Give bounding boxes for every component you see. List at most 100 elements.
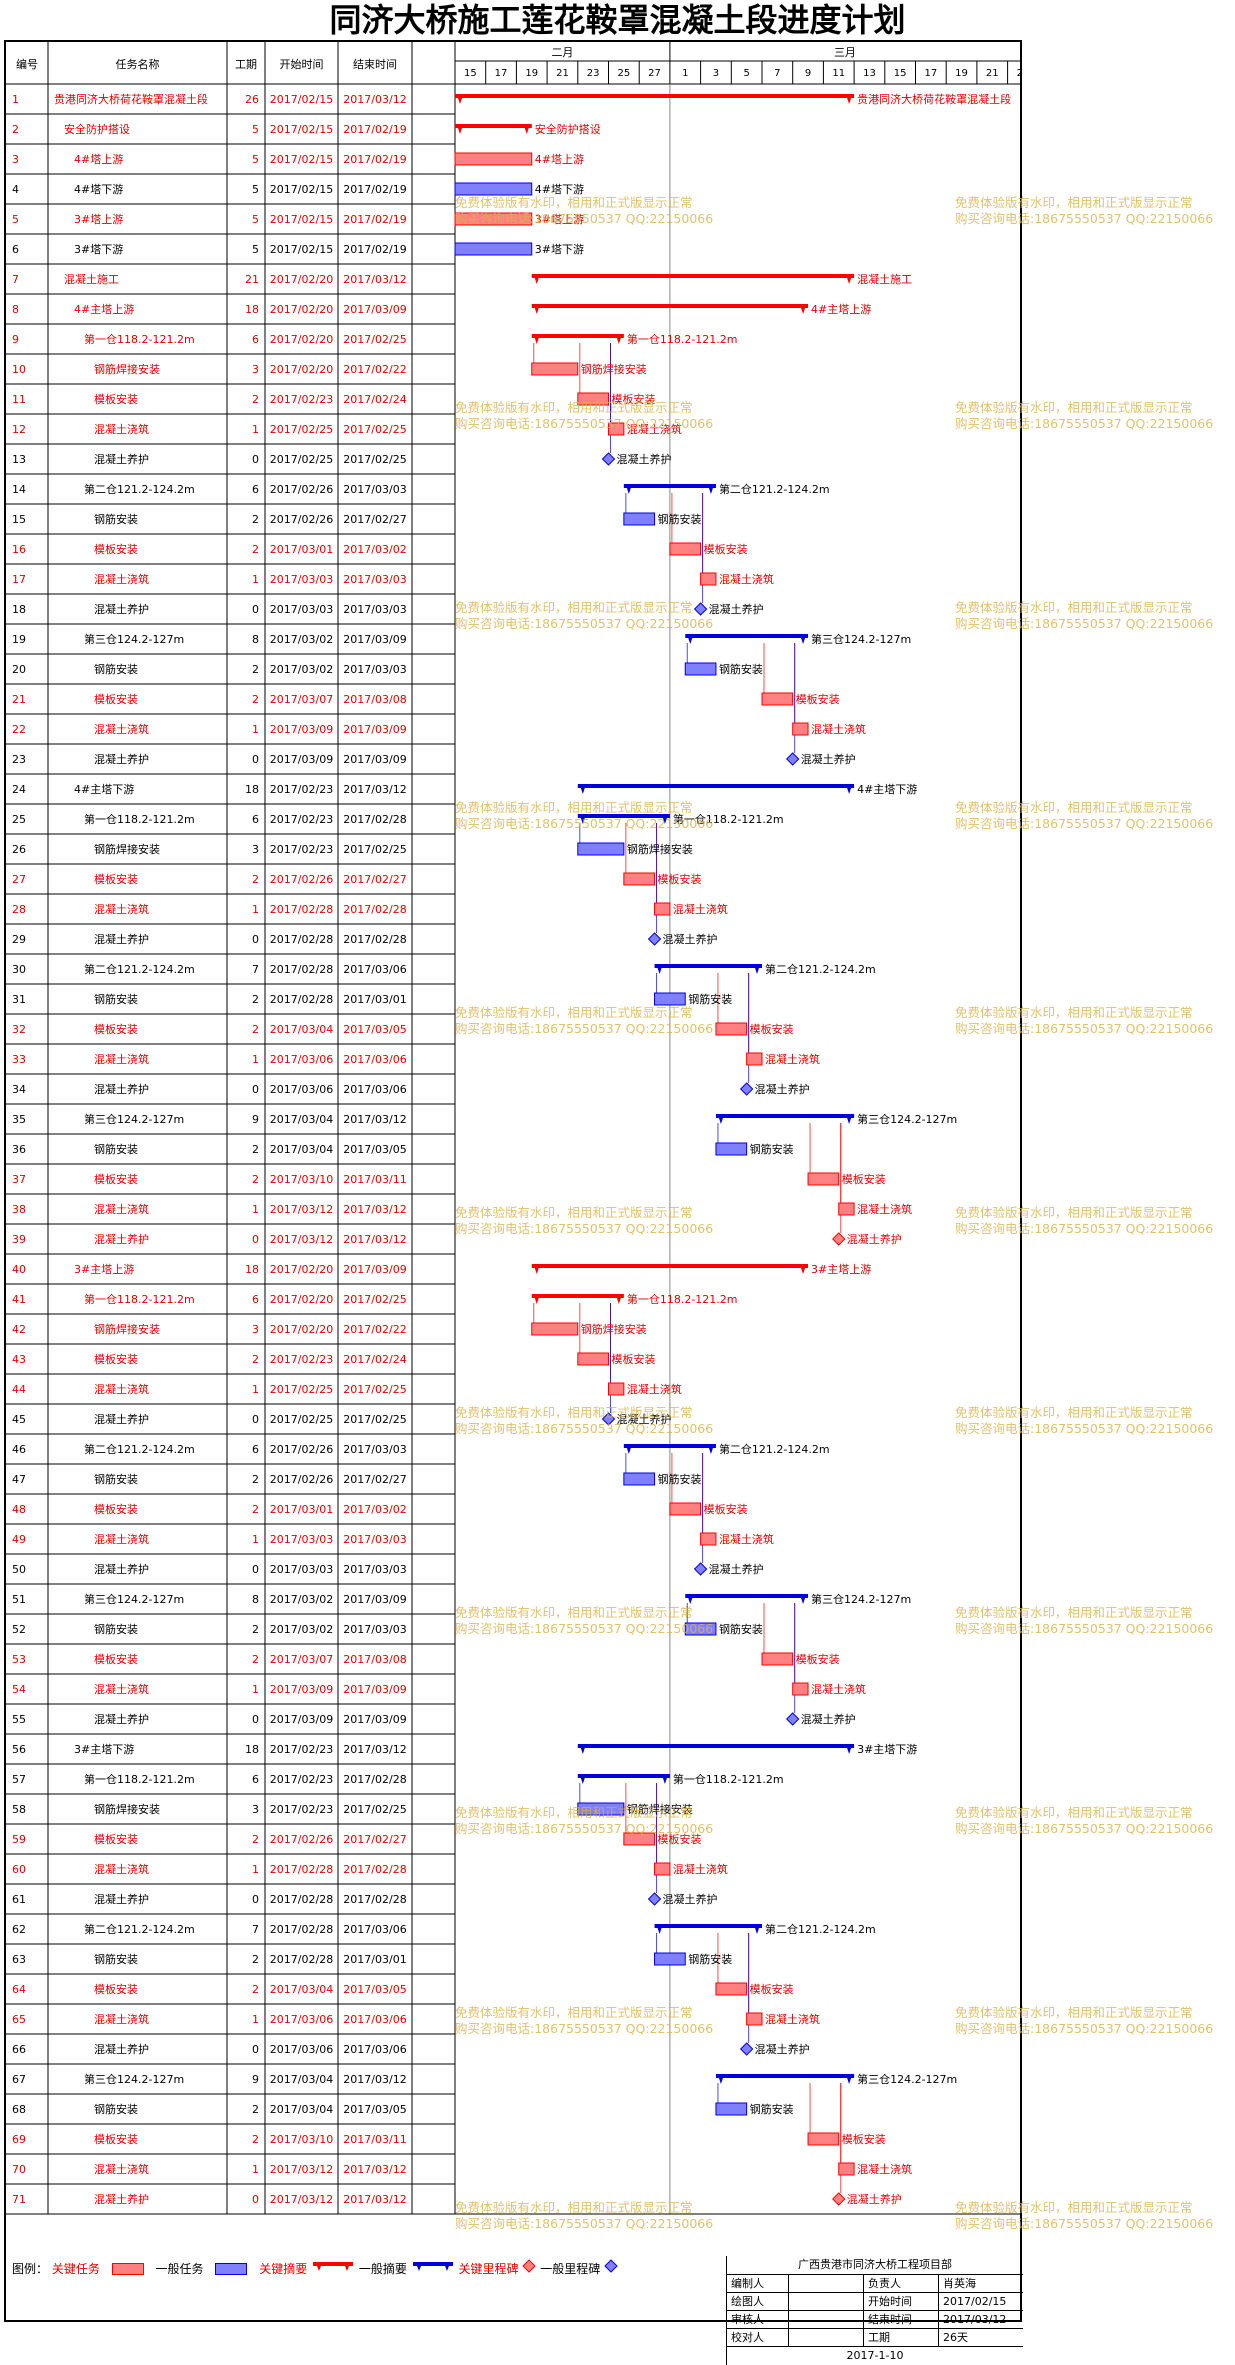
- info-label: 负责人: [864, 2275, 939, 2292]
- task-end: 2017/03/03: [343, 1533, 406, 1546]
- task-end: 2017/03/01: [343, 1953, 406, 1966]
- task-bar: [746, 1052, 763, 1066]
- task-name: 模板安装: [94, 692, 138, 706]
- task-name: 4#塔下游: [74, 183, 123, 196]
- summary-bar: [715, 2074, 855, 2084]
- task-name: 模板安装: [94, 1352, 138, 1366]
- task-name: 混凝土养护: [94, 602, 149, 616]
- task-end: 2017/03/03: [343, 663, 406, 676]
- task-id: 45: [12, 1413, 26, 1426]
- task-start: 2017/02/20: [270, 1323, 333, 1336]
- task-end: 2017/03/03: [343, 603, 406, 616]
- summary-bar: [715, 1114, 855, 1124]
- info-value: [789, 2311, 864, 2328]
- legend: 图例： 关键任务 一般任务 关键摘要 一般摘要 关键里程碑 一般里程碑: [12, 2257, 618, 2279]
- task-end: 2017/03/12: [343, 783, 406, 796]
- task-bar: [700, 1532, 717, 1546]
- task-id: 4: [12, 183, 19, 196]
- bar-label: 混凝土浇筑: [719, 572, 774, 586]
- task-duration: 6: [252, 813, 259, 826]
- task-bar: [577, 1352, 609, 1366]
- task-bar: [577, 842, 625, 856]
- task-bar: [746, 2012, 763, 2026]
- task-id: 35: [12, 1113, 26, 1126]
- task-name: 第二仓121.2-124.2m: [84, 962, 195, 976]
- task-start: 2017/02/23: [270, 843, 333, 856]
- task-name: 第二仓121.2-124.2m: [84, 482, 195, 496]
- task-end: 2017/03/09: [343, 303, 406, 316]
- task-start: 2017/02/26: [270, 873, 333, 886]
- task-id: 24: [12, 783, 26, 796]
- task-start: 2017/03/09: [270, 723, 333, 736]
- task-duration: 6: [252, 1443, 259, 1456]
- task-duration: 0: [252, 2193, 259, 2206]
- task-duration: 1: [252, 1053, 259, 1066]
- milestone-diamond: [647, 932, 662, 946]
- task-name: 钢筋焊接安装: [94, 842, 160, 856]
- task-duration: 2: [252, 393, 259, 406]
- task-duration: 1: [252, 1683, 259, 1696]
- gantt-frame: 编号 任务名称 工期 开始时间 结束时间 二月 三月 15 17 19 21 23 25 27 1 3 5 7 9 1…: [4, 40, 1023, 2365]
- task-duration: 2: [252, 993, 259, 1006]
- task-start: 2017/02/20: [270, 1263, 333, 1276]
- task-start: 2017/02/28: [270, 1863, 333, 1876]
- task-end: 2017/03/03: [343, 1443, 406, 1456]
- task-start: 2017/03/04: [270, 2073, 333, 2086]
- task-name: 贵港同济大桥荷花鞍罩混凝土段: [54, 92, 208, 106]
- task-id: 33: [12, 1053, 26, 1066]
- task-id: 38: [12, 1203, 26, 1216]
- info-value: 26天: [943, 2331, 968, 2344]
- task-end: 2017/03/05: [343, 1023, 406, 1036]
- task-name: 混凝土养护: [94, 1562, 149, 1576]
- task-bar: [454, 242, 533, 256]
- bar-label: 混凝土养护: [755, 2042, 810, 2056]
- task-name: 第二仓121.2-124.2m: [84, 1442, 195, 1456]
- task-duration: 0: [252, 2043, 259, 2056]
- task-end: 2017/02/25: [343, 843, 406, 856]
- task-end: 2017/03/12: [343, 2193, 406, 2206]
- task-id: 29: [12, 933, 26, 946]
- task-name: 模板安装: [94, 1022, 138, 1036]
- task-name: 模板安装: [94, 392, 138, 406]
- summary-bar: [685, 1594, 809, 1604]
- info-block: 广西贵港市同济大桥工程项目部 编制人 负责人 肖英海 绘图人 开始时间 2017…: [726, 2256, 1023, 2365]
- task-start: 2017/02/26: [270, 1473, 333, 1486]
- task-id: 53: [12, 1653, 26, 1666]
- task-end: 2017/03/06: [343, 1083, 406, 1096]
- summary-bar: [577, 1744, 855, 1754]
- day-tick-label: 17: [495, 68, 508, 79]
- task-start: 2017/02/23: [270, 813, 333, 826]
- task-name: 安全防护搭设: [64, 122, 130, 136]
- bar-label: 钢筋安装: [750, 2102, 794, 2116]
- task-id: 25: [12, 813, 26, 826]
- task-bar: [531, 362, 579, 376]
- bar-label: 混凝土施工: [857, 272, 912, 286]
- bar-label: 4#主塔下游: [857, 783, 917, 796]
- task-id: 61: [12, 1893, 26, 1906]
- task-name: 模板安装: [94, 542, 138, 556]
- task-name: 混凝土养护: [94, 1892, 149, 1906]
- task-duration: 7: [252, 963, 259, 976]
- task-start: 2017/03/06: [270, 2043, 333, 2056]
- task-start: 2017/02/15: [270, 213, 333, 226]
- task-bar: [669, 1502, 702, 1516]
- day-tick-label: 19: [525, 68, 538, 79]
- task-end: 2017/03/08: [343, 1653, 406, 1666]
- task-name: 混凝土浇筑: [94, 572, 149, 586]
- task-id: 10: [12, 363, 26, 376]
- task-start: 2017/02/20: [270, 303, 333, 316]
- task-id: 20: [12, 663, 26, 676]
- task-start: 2017/02/28: [270, 933, 333, 946]
- task-end: 2017/02/25: [343, 453, 406, 466]
- task-id: 26: [12, 843, 26, 856]
- task-end: 2017/03/02: [343, 543, 406, 556]
- task-end: 2017/02/25: [343, 1803, 406, 1816]
- task-start: 2017/03/04: [270, 2103, 333, 2116]
- task-start: 2017/02/15: [270, 123, 333, 136]
- task-name: 钢筋焊接安装: [94, 362, 160, 376]
- task-name: 混凝土养护: [94, 1232, 149, 1246]
- task-id: 30: [12, 963, 26, 976]
- task-duration: 6: [252, 483, 259, 496]
- task-end: 2017/02/22: [343, 1323, 406, 1336]
- task-id: 70: [12, 2163, 26, 2176]
